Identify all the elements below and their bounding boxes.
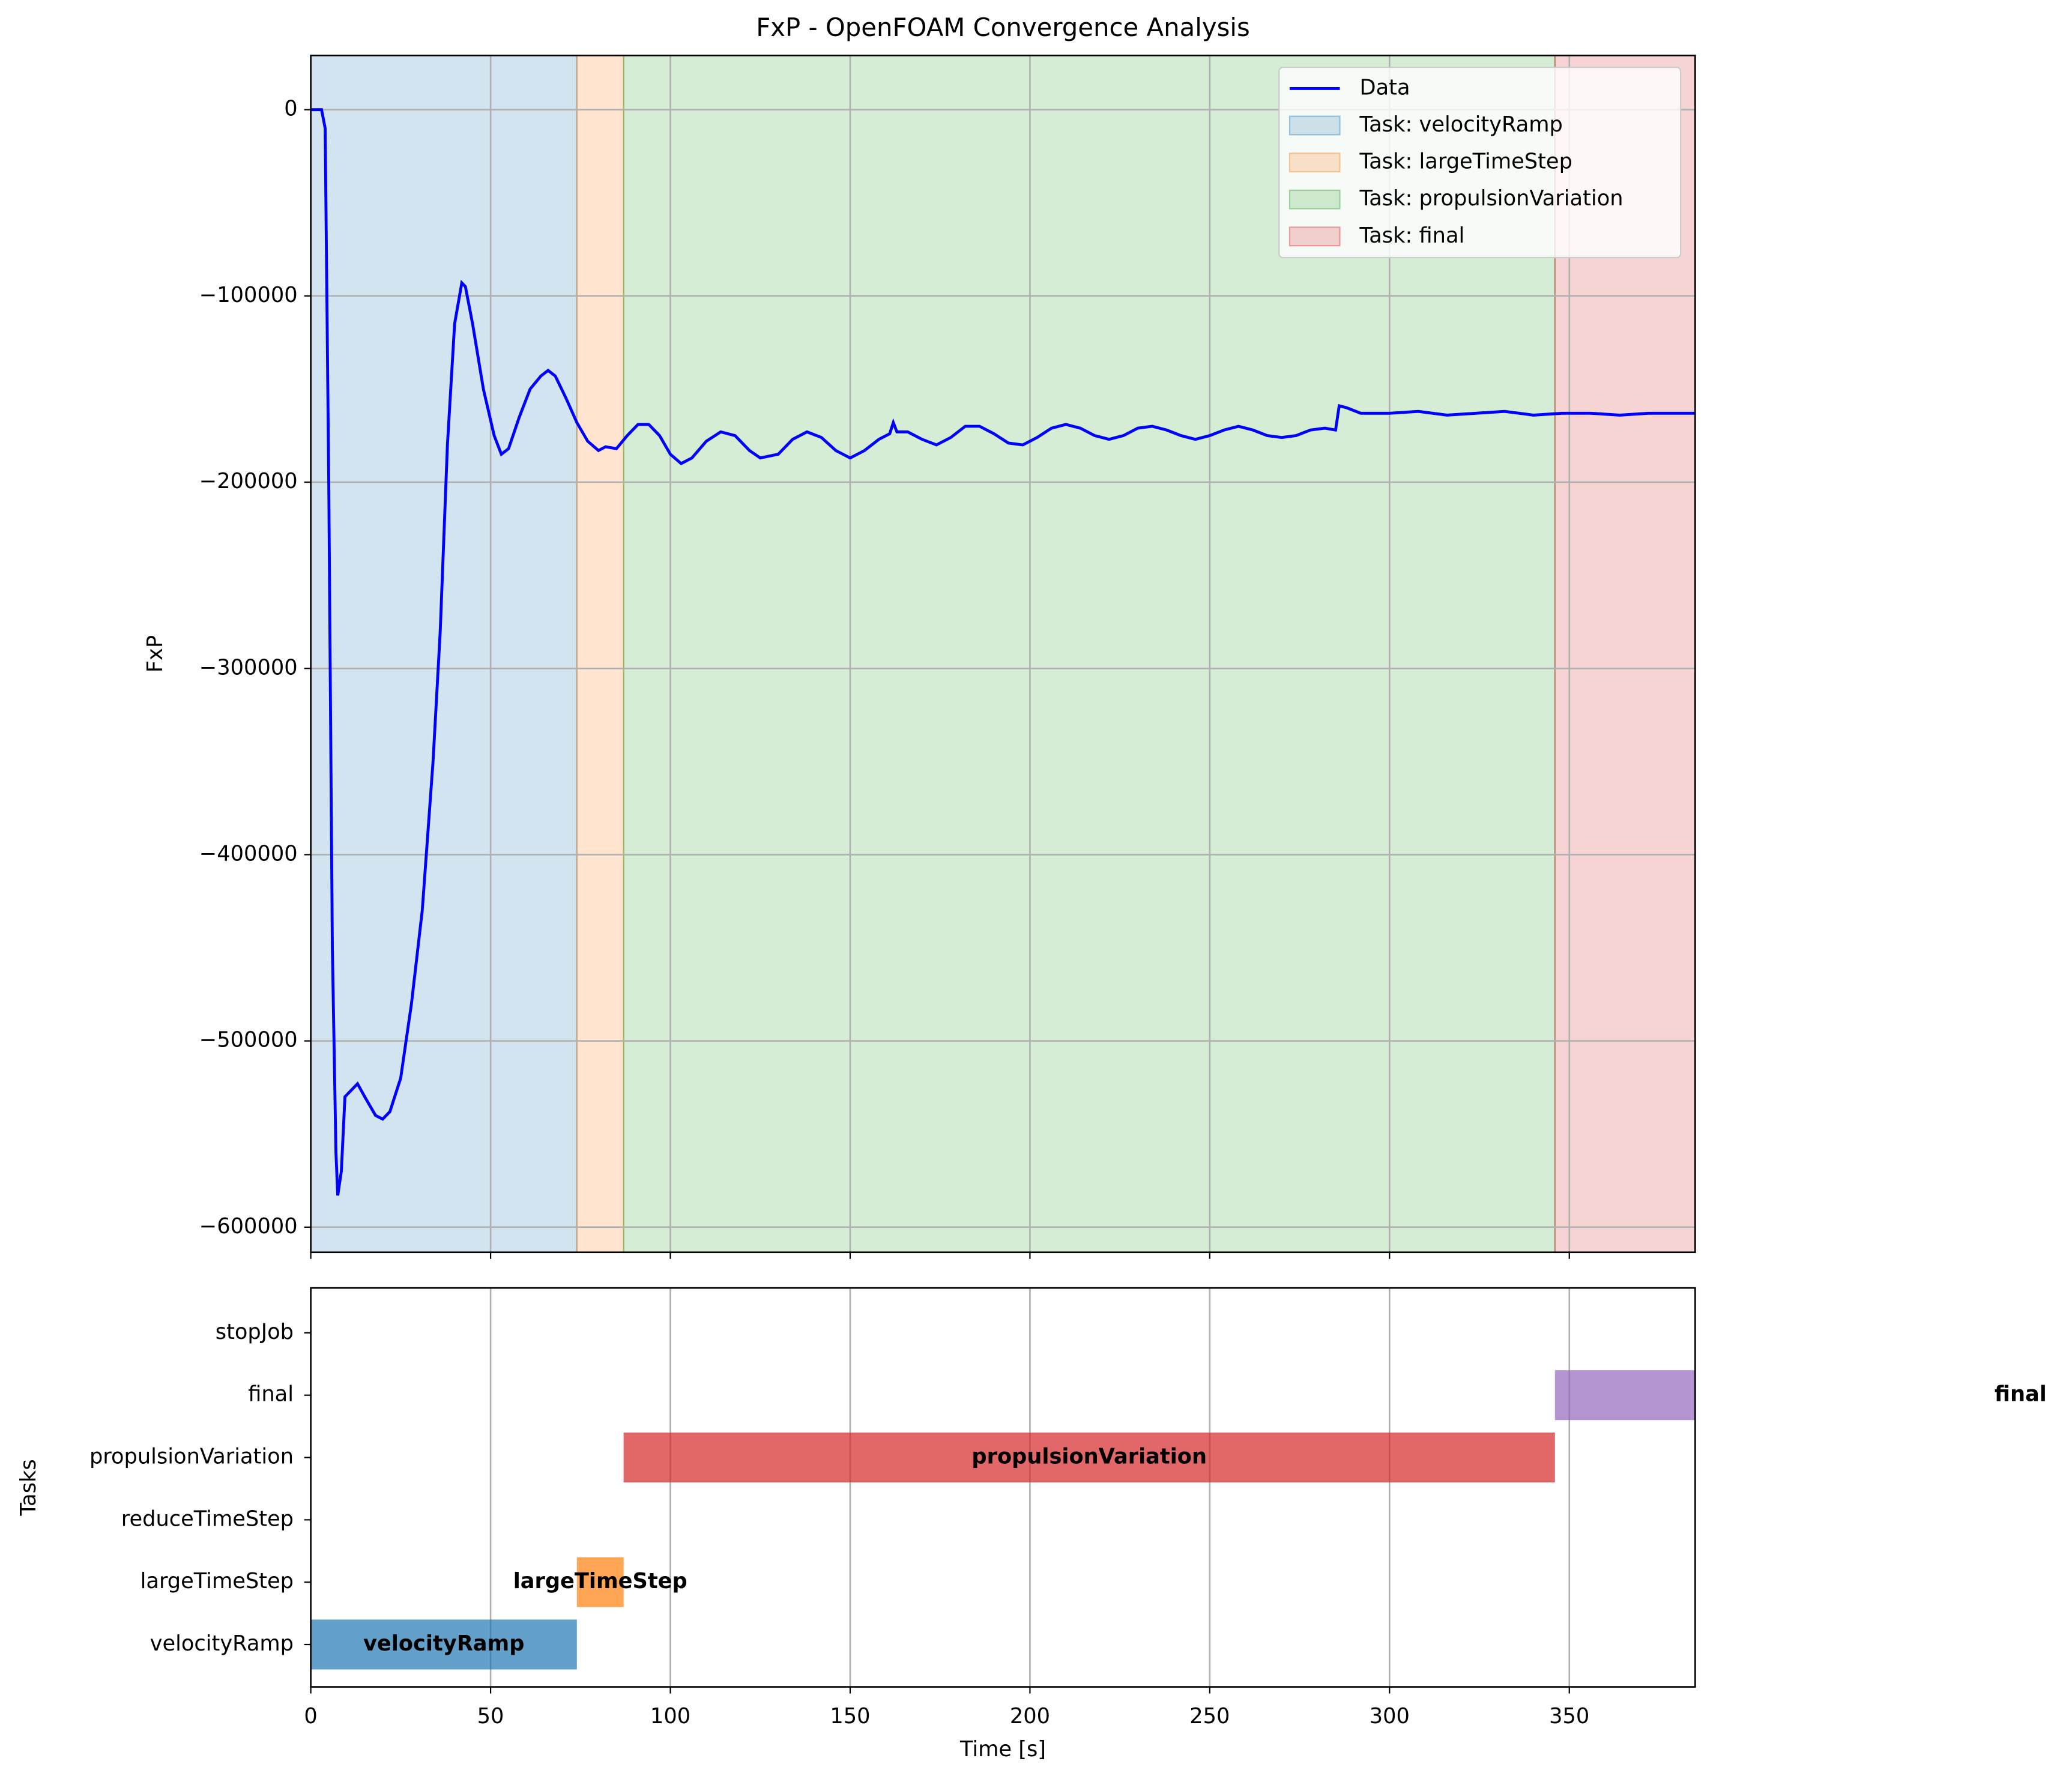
y-tick-label: −100000	[199, 283, 298, 307]
x-tick-label: 250	[1189, 1704, 1230, 1729]
legend-label: Task: final	[1359, 223, 1465, 248]
x-tick-label: 200	[1010, 1704, 1050, 1729]
x-tick-label: 150	[830, 1704, 870, 1729]
x-tick-label: 300	[1370, 1704, 1410, 1729]
legend-swatch	[1288, 153, 1341, 173]
task-span	[576, 55, 624, 1252]
legend-label: Task: largeTimeStep	[1359, 150, 1572, 174]
y-axis-label: Tasks	[16, 1459, 41, 1516]
bar-label: velocityRamp	[363, 1631, 524, 1656]
y-tick-label: final	[248, 1382, 294, 1407]
legend-swatch	[1288, 115, 1341, 136]
y-tick-label: −600000	[199, 1214, 298, 1239]
y-axis-label: FxP	[143, 635, 168, 672]
plot-area	[310, 1288, 1696, 1687]
y-tick-label: −400000	[199, 841, 298, 866]
y-tick-label: propulsionVariation	[89, 1445, 294, 1469]
bar-label: largeTimeStep	[513, 1569, 687, 1593]
x-tick-label: 350	[1549, 1704, 1589, 1729]
x-tick-label: 100	[650, 1704, 690, 1729]
x-tick-label: 0	[304, 1704, 317, 1729]
y-tick-label: 0	[284, 97, 297, 121]
y-tick-label: −300000	[199, 655, 298, 680]
data-line	[310, 108, 1696, 1196]
bar-label: propulsionVariation	[971, 1445, 1207, 1469]
y-tick-label: −200000	[199, 469, 298, 494]
y-tick-label: reduceTimeStep	[121, 1506, 294, 1531]
legend-label: Task: propulsionVariation	[1359, 186, 1623, 211]
legend-swatch	[1288, 189, 1341, 210]
legend-box	[1278, 67, 1682, 259]
y-tick-label: −500000	[199, 1028, 298, 1053]
task-span	[310, 55, 578, 1252]
y-tick-label: velocityRamp	[150, 1631, 294, 1656]
task-bar	[310, 1619, 577, 1670]
legend-label: Data	[1360, 75, 1410, 100]
x-axis-label: Time [s]	[959, 1737, 1046, 1762]
axes-frame	[310, 55, 1696, 1254]
task-bar	[576, 1557, 624, 1607]
y-tick-label: stopJob	[216, 1320, 294, 1344]
chart-title: FxP - OpenFOAM Convergence Analysis	[756, 13, 1250, 42]
bar-label: final	[1995, 1382, 2047, 1407]
legend-swatch	[1288, 226, 1341, 247]
x-tick-label: 50	[477, 1704, 504, 1729]
y-tick-label: largeTimeStep	[140, 1569, 294, 1593]
legend-label: Task: velocityRamp	[1359, 112, 1563, 137]
task-bar	[623, 1433, 1555, 1483]
axes-frame	[310, 1287, 1696, 1688]
task-bar	[1554, 1370, 1696, 1421]
